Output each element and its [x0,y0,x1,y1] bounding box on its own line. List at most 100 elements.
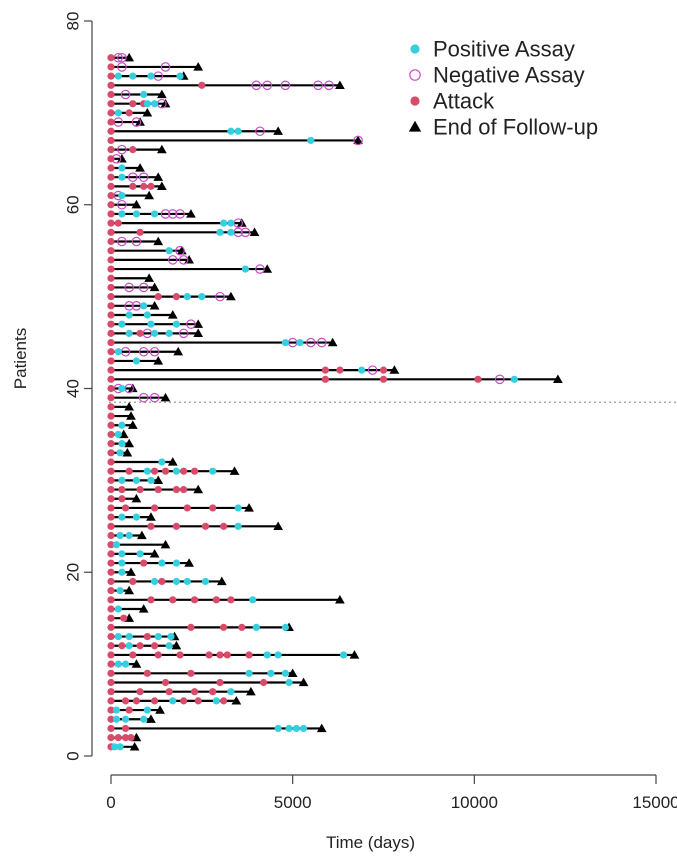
end-marker-patient-47 [193,319,204,328]
negative-marker-patient-56-0 [117,236,127,247]
positive-marker-patient-19-0 [151,577,159,586]
positive-marker-patient-30-2 [147,476,155,484]
end-marker-patient-42 [389,365,400,374]
attack-marker-patient-6-3 [151,697,159,705]
positive-marker-patient-49-0 [140,302,148,310]
attack-marker-patient-62-0 [107,182,115,190]
attack-marker-patient-69-0 [107,118,115,126]
positive-marker-patient-48-1 [143,311,151,319]
x-axis-title: Time (days) [326,833,415,852]
negative-marker-patient-42-0 [367,365,378,375]
attack-marker-patient-18-0 [107,587,115,595]
negative-marker-patient-72-0 [120,89,131,100]
negative-marker-patient-55-0 [175,245,185,256]
positive-marker-patient-58-0 [220,219,228,227]
positive-marker-patient-63-0 [118,173,126,181]
positive-marker-patient-74-3 [176,72,184,80]
positive-marker-patient-25-0 [234,522,242,530]
attack-marker-patient-21-1 [140,559,148,567]
attack-marker-patient-31-5 [190,467,199,475]
positive-marker-patient-11-2 [339,651,348,659]
attack-marker-patient-66-1 [129,146,137,154]
attack-marker-patient-34-0 [107,440,115,448]
attack-marker-patient-70-0 [107,109,115,117]
y-tick-label-40: 40 [64,379,83,398]
attack-marker-patient-60-0 [107,201,115,209]
positive-marker-patient-53-0 [241,265,250,273]
attack-marker-patient-26-0 [107,513,115,521]
attack-marker-patient-25-1 [147,522,155,530]
event-markers [107,52,563,751]
positive-marker-patient-12-0 [125,642,133,650]
end-marker-patient-52 [144,273,155,282]
positive-marker-patient-21-1 [158,559,166,567]
attack-marker-patient-8-3 [260,678,268,687]
attack-marker-patient-7-4 [209,688,217,696]
positive-marker-patient-67-0 [307,136,315,145]
end-marker-patient-66 [157,144,167,154]
positive-marker-patient-35-0 [114,430,122,439]
negative-marker-patient-67-0 [353,135,363,146]
negative-marker-patient-39-1 [149,392,160,403]
end-marker-patient-29 [193,484,204,494]
attack-marker-patient-70-1 [125,109,133,117]
attack-marker-patient-45-0 [107,338,115,347]
x-tick-label-15000: 15000 [632,793,677,812]
attack-marker-patient-12-3 [151,642,159,650]
attack-marker-patient-68-0 [107,127,115,135]
attack-marker-patient-7-3 [190,688,199,696]
end-marker-patient-33 [122,447,133,457]
positive-marker-patient-4-0 [112,715,121,723]
end-marker-patient-6 [231,696,242,705]
positive-marker-patient-19-3 [201,577,210,586]
attack-marker-patient-54-0 [107,256,115,264]
positive-marker-patient-7-0 [227,688,235,696]
negative-marker-patient-73-2 [280,80,291,91]
end-marker-patient-41 [553,374,563,383]
legend-marker-positive [410,44,420,54]
attack-marker-patient-75-0 [107,63,115,71]
y-tick-label-80: 80 [64,12,83,31]
attack-marker-patient-11-7 [245,651,253,659]
attack-marker-patient-27-1 [121,504,130,512]
end-marker-patient-17 [335,594,345,604]
attack-marker-patient-31-3 [161,467,170,475]
end-marker-patient-51 [149,282,160,292]
attack-marker-patient-76-0 [107,54,115,62]
attack-marker-patient-31-1 [125,467,133,475]
positive-marker-patient-22-0 [118,550,126,558]
attack-marker-patient-17-3 [190,596,199,604]
positive-marker-patient-3-1 [285,724,293,733]
attack-marker-patient-20-0 [107,568,115,576]
attack-marker-patient-17-4 [212,596,220,604]
end-marker-patient-39 [160,392,171,402]
attack-marker-patient-6-4 [180,697,188,705]
attack-marker-patient-27-4 [209,504,217,512]
attack-marker-patient-41-0 [107,375,115,383]
attack-marker-patient-10-0 [107,660,115,668]
positive-marker-patient-47-2 [172,320,180,328]
positive-marker-patient-27-0 [234,504,242,512]
end-marker-patient-57 [249,227,260,236]
attack-marker-patient-41-3 [474,375,482,383]
attack-marker-patient-52-0 [107,274,115,282]
positive-marker-patient-57-1 [227,228,235,236]
attack-marker-patient-13-1 [143,632,151,641]
attack-marker-patient-28-0 [107,495,115,503]
attack-marker-patient-11-5 [216,651,224,659]
positive-marker-patient-31-0 [143,467,151,475]
positive-marker-patient-43-0 [132,357,141,365]
positive-marker-patient-19-1 [172,577,180,586]
end-marker-patient-12 [171,640,182,650]
positive-marker-patient-45-1 [296,338,304,347]
x-tick-label-5000: 5000 [274,793,312,812]
positive-marker-patient-9-0 [245,669,253,677]
attack-marker-patient-19-0 [107,577,115,586]
positive-marker-patient-11-1 [274,651,282,659]
end-marker-patient-64 [135,163,145,172]
positive-marker-patient-36-0 [118,421,126,429]
positive-marker-patient-19-2 [183,577,191,586]
negative-marker-patient-73-4 [324,80,334,91]
end-marker-patient-9 [287,668,298,677]
attack-marker-patient-57-1 [136,228,144,236]
